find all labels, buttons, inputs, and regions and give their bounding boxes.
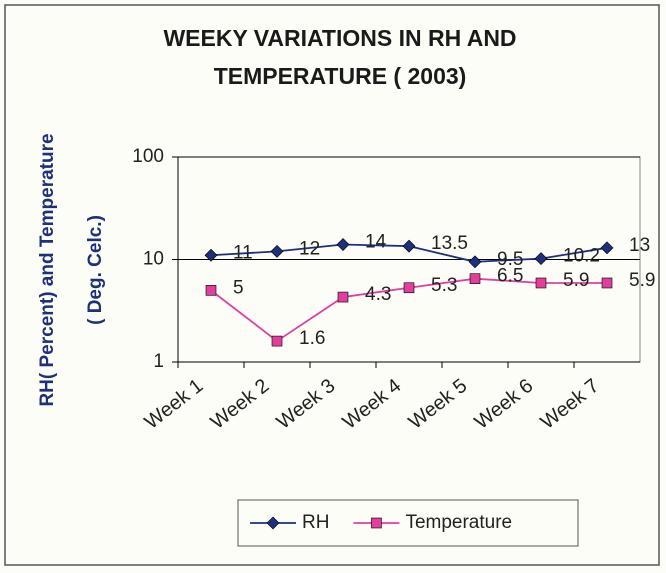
y-axis-label: ( Deg. Celc.)	[85, 215, 106, 325]
chart-title: TEMPERATURE ( 2003)	[214, 63, 467, 89]
data-label: 1.6	[299, 328, 325, 349]
data-label: 11	[233, 242, 253, 263]
y-axis-label: RH( Percent) and Temperature	[37, 133, 58, 406]
point	[535, 277, 547, 289]
data-label: 13.5	[431, 233, 468, 254]
legend-label: RH	[302, 512, 329, 533]
point	[403, 282, 415, 294]
data-label: 6.5	[497, 266, 523, 287]
point	[336, 238, 350, 251]
data-label: 9.5	[497, 249, 523, 270]
y-tick-label: 100	[132, 146, 164, 167]
data-label: 13	[629, 235, 650, 256]
y-tick-label: 1	[153, 351, 164, 372]
data-label: 5.9	[563, 270, 589, 291]
point	[371, 517, 382, 529]
point	[601, 277, 613, 289]
data-label: 10.2	[563, 246, 600, 267]
point	[266, 516, 280, 530]
data-label: 5.9	[629, 270, 655, 291]
chart-frame	[4, 4, 660, 566]
chart-title: WEEKY VARIATIONS IN RH AND	[163, 25, 516, 51]
point	[205, 285, 217, 296]
data-label: 4.3	[365, 284, 391, 305]
point	[469, 273, 481, 284]
point	[270, 244, 284, 258]
y-tick-label: 10	[143, 249, 164, 270]
data-label: 5	[233, 277, 244, 298]
point	[402, 239, 416, 253]
point	[534, 252, 548, 266]
point	[600, 241, 614, 255]
point	[468, 255, 482, 269]
data-label: 5.3	[431, 275, 457, 296]
data-label: 12	[299, 238, 320, 259]
data-label: 14	[365, 232, 387, 253]
legend-label: Temperature	[405, 512, 512, 533]
point	[204, 248, 218, 262]
point	[271, 335, 283, 347]
point	[337, 291, 349, 303]
